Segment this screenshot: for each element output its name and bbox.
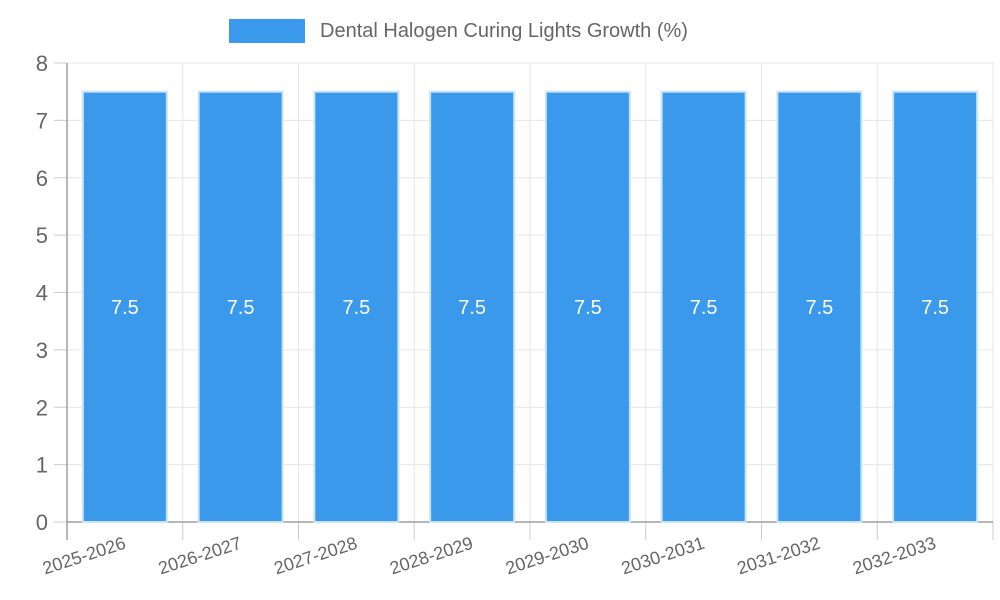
bar-2026-2027[interactable] xyxy=(197,90,284,523)
bar-value-label: 7.5 xyxy=(690,297,718,319)
legend-item[interactable]: Dental Halogen Curing Lights Growth (%) xyxy=(229,19,688,43)
x-tick-label: 2031-2032 xyxy=(735,533,823,579)
x-axis-labels: 2025-2026 2026-2027 2027-2028 2028-2029 2029… xyxy=(40,533,938,579)
bar-2025-2026[interactable] xyxy=(81,90,168,523)
x-tick-label: 2030-2031 xyxy=(619,533,707,579)
bar-2031-2032[interactable] xyxy=(776,90,863,523)
bar-value-label: 7.5 xyxy=(342,297,370,319)
bar-2030-2031[interactable] xyxy=(660,90,747,523)
x-tick-label: 2032-2033 xyxy=(850,533,938,579)
y-tick-label: 6 xyxy=(36,166,48,191)
y-tick-label: 0 xyxy=(36,510,48,535)
x-tick-label: 2025-2026 xyxy=(40,533,128,579)
bar-2028-2029[interactable] xyxy=(429,90,516,523)
legend-label: Dental Halogen Curing Lights Growth (%) xyxy=(320,19,688,42)
y-tick-label: 8 xyxy=(36,51,48,76)
bar-value-label: 7.5 xyxy=(111,297,139,319)
y-tick-label: 5 xyxy=(36,223,48,248)
bar-value-label: 7.5 xyxy=(458,297,486,319)
bar-2027-2028[interactable] xyxy=(313,90,400,523)
legend-swatch xyxy=(229,19,305,43)
x-tick-label: 2028-2029 xyxy=(387,533,475,579)
bars xyxy=(81,90,979,523)
y-tick-label: 3 xyxy=(36,338,48,363)
y-tick-label: 2 xyxy=(36,395,48,420)
bar-value-label: 7.5 xyxy=(574,297,602,319)
y-tick-label: 7 xyxy=(36,108,48,133)
bar-2029-2030[interactable] xyxy=(544,90,631,523)
x-tick-label: 2026-2027 xyxy=(156,533,244,579)
y-tick-label: 1 xyxy=(36,453,48,478)
plot-area: 7.5 7.5 7.5 7.5 7.5 7.5 7.5 7.5 0 1 2 3 4 5 6 7 8 2025-… xyxy=(36,51,994,579)
bar-value-labels: 7.5 7.5 7.5 7.5 7.5 7.5 7.5 7.5 xyxy=(111,297,949,319)
x-tick-label: 2029-2030 xyxy=(503,533,591,579)
legend: Dental Halogen Curing Lights Growth (%) xyxy=(229,19,688,43)
y-tick-label: 4 xyxy=(36,281,48,306)
bar-value-label: 7.5 xyxy=(805,297,833,319)
bar-value-label: 7.5 xyxy=(227,297,255,319)
bar-2032-2033[interactable] xyxy=(892,90,979,523)
x-tick-label: 2027-2028 xyxy=(272,533,360,579)
bar-value-label: 7.5 xyxy=(921,297,949,319)
y-axis-labels: 0 1 2 3 4 5 6 7 8 xyxy=(36,51,48,535)
